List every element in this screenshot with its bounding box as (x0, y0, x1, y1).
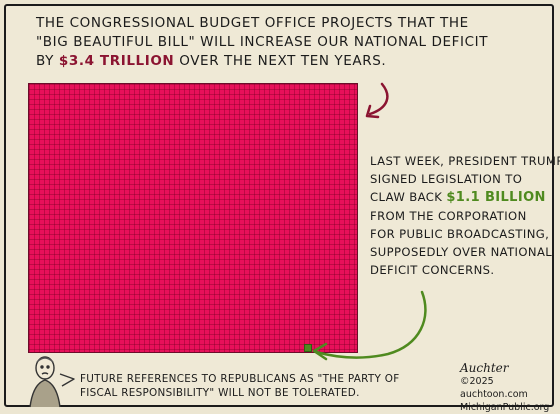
caption-line-1: The Congressional Budget Office projects… (36, 15, 469, 31)
man-eye-left (40, 365, 44, 369)
caption-tail: over the next ten years. (179, 53, 387, 69)
side-line-6: supposedly over national (370, 245, 553, 259)
deficit-arrow-head (365, 104, 380, 119)
deficit-arrow (368, 82, 389, 116)
man-head (35, 356, 55, 380)
speech-tick (59, 373, 75, 387)
credit-copyright: ©2025 (460, 376, 494, 387)
pbs-arrow (314, 290, 427, 359)
pbs-amount: $1.1 billion (446, 190, 546, 205)
man-figure (29, 356, 61, 408)
side-caption: Last week, President Trump signed legisl… (370, 152, 560, 279)
deficit-amount: $3.4 trillion (58, 53, 175, 69)
side-line-4: from the Corporation (370, 209, 527, 223)
bottom-line-2: fiscal responsibility" will not be toler… (80, 387, 360, 399)
man-mouth (41, 372, 49, 375)
man-eye-right (46, 365, 50, 369)
caption-line-2: "Big Beautiful Bill" will increase our n… (36, 34, 489, 50)
pbs-funding-square (304, 344, 312, 352)
caption-by: by (36, 53, 54, 69)
side-claw-back: claw back (370, 190, 443, 204)
artist-credit: Auchter ©2025 auchtoon.com MichiganPubli… (460, 362, 552, 414)
side-line-5: for Public Broadcasting, (370, 227, 550, 241)
top-caption: The Congressional Budget Office projects… (36, 14, 489, 71)
man-hair (36, 357, 54, 363)
credit-site: auchtoon.com (460, 389, 528, 400)
side-line-7: deficit concerns. (370, 263, 495, 277)
credit-outlet: MichiganPublic.org (460, 402, 550, 413)
side-line-3: claw back $1.1 billion (370, 188, 550, 207)
side-line-2: signed legislation to (370, 172, 523, 186)
man-body (29, 379, 61, 408)
side-line-1: Last week, President Trump (370, 154, 560, 168)
bottom-line-1: Future references to Republicans as "the… (80, 373, 400, 385)
deficit-grid (28, 83, 358, 353)
artist-signature: Auchter (460, 361, 509, 375)
bottom-caption: Future references to Republicans as "the… (80, 372, 410, 400)
caption-line-3: by $3.4 trillion over the next ten years… (36, 52, 416, 71)
pbs-arrow-head (312, 342, 328, 361)
